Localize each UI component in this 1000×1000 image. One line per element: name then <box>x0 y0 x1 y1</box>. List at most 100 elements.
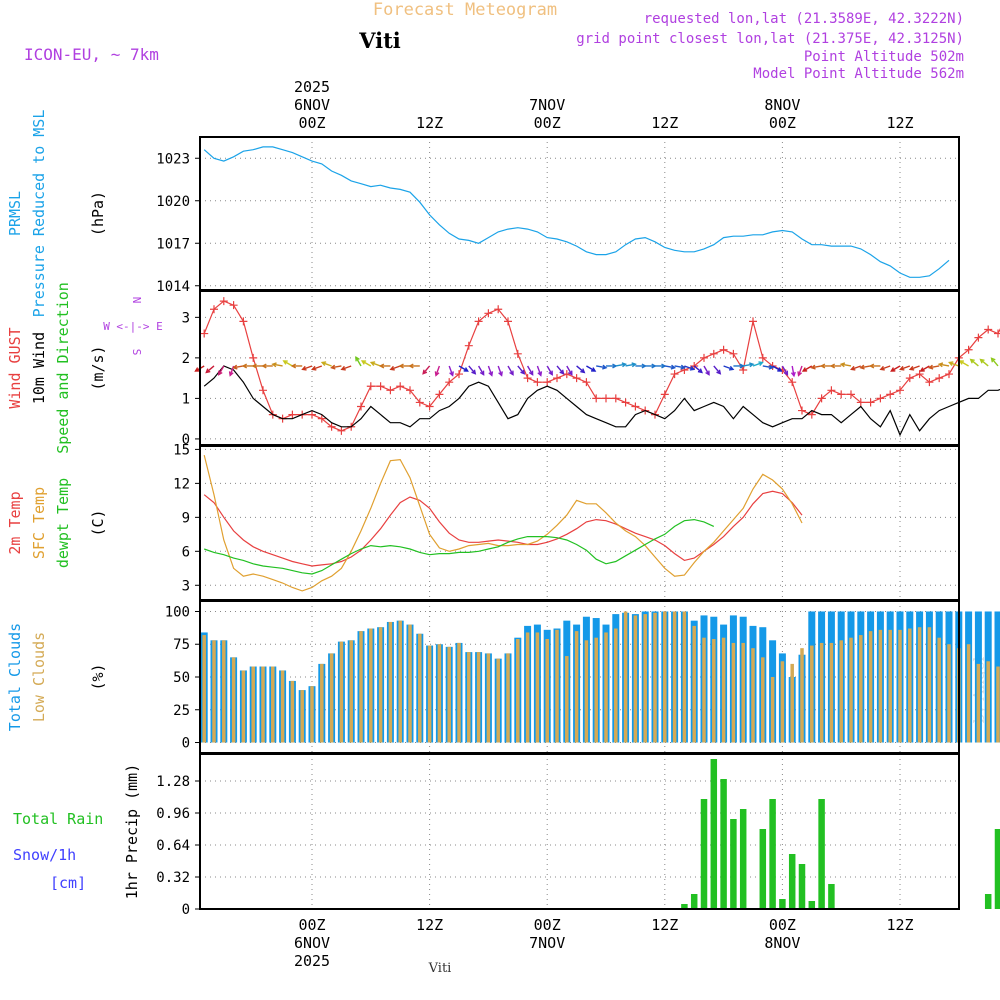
wind-arrow-head <box>205 368 211 374</box>
bar-low-clouds <box>672 611 677 743</box>
gust-marker <box>631 402 640 411</box>
wind-arrow-head <box>251 363 257 369</box>
gust-marker <box>964 345 973 354</box>
wind-arrow-head <box>422 369 428 375</box>
wind-arrow <box>920 365 930 372</box>
wind-arrow <box>970 359 979 367</box>
panel-2: 3 6 9 12 15 2m Temp SFC Temp dewpt Temp (C) <box>6 442 960 601</box>
gust-marker <box>837 390 846 399</box>
bar-total-rain <box>994 829 1000 909</box>
wind-arrow <box>684 365 695 371</box>
wind-arrow-head <box>631 362 637 368</box>
wind-arrow-head <box>705 370 710 376</box>
bar-low-clouds <box>702 637 706 743</box>
gust-marker <box>866 398 875 407</box>
bar-low-clouds <box>731 642 736 743</box>
compass-n: N <box>130 297 143 304</box>
gust-marker <box>602 394 610 403</box>
gust-marker <box>984 325 993 334</box>
wind-arrow-head <box>768 364 775 370</box>
wind-arrow <box>390 365 401 371</box>
panel-frame <box>199 136 960 291</box>
y-axis-label: 1hr Precip (mm) <box>123 764 141 899</box>
y-tick-label: 1020 <box>156 194 190 210</box>
wind-arrow-head <box>311 365 317 371</box>
bar-low-clouds <box>741 642 745 743</box>
gust-marker <box>435 390 444 399</box>
bar-low-clouds <box>427 645 432 743</box>
bar-low-clouds <box>408 624 412 743</box>
wind-arrow-head <box>670 364 677 370</box>
gust-marker <box>660 390 669 399</box>
wind-arrow <box>880 365 891 371</box>
bar-low-clouds <box>692 625 696 743</box>
bar-total-rain <box>730 819 737 909</box>
wind-arrow-head <box>241 363 248 369</box>
wind-arrow-head <box>580 368 586 374</box>
gust-marker <box>925 378 934 387</box>
bar-low-clouds <box>614 628 618 743</box>
gust-marker <box>915 370 924 379</box>
gust-marker <box>533 378 542 387</box>
y-tick-label: 0.32 <box>156 870 190 886</box>
wind-arrow <box>422 365 431 375</box>
gust-marker <box>366 382 375 391</box>
y-axis-unit: (%) <box>89 663 107 690</box>
wind-arrow-head <box>621 362 628 368</box>
gust-marker <box>200 329 209 338</box>
bar-total-rain <box>798 864 806 909</box>
bar-low-clouds <box>320 663 324 743</box>
wind-arrow <box>797 365 803 376</box>
gust-marker <box>484 309 493 318</box>
wind-arrow <box>909 365 920 371</box>
gust-marker <box>494 305 503 314</box>
location-title: Viti <box>358 28 401 53</box>
gust-marker <box>386 386 395 395</box>
bar-low-clouds <box>927 627 932 743</box>
bar-low-clouds <box>496 658 500 743</box>
gust-marker <box>592 394 601 403</box>
wind-arrow <box>674 365 685 369</box>
bar-low-clouds <box>202 635 206 743</box>
gust-marker <box>445 378 454 387</box>
gust-marker <box>935 374 944 383</box>
bar-low-clouds <box>966 644 971 743</box>
y-tick-label: 6 <box>182 544 190 560</box>
gust-marker <box>905 374 914 383</box>
wind-arrow-head <box>408 363 414 369</box>
wind-arrow <box>586 365 596 372</box>
line-2m-temp <box>203 490 803 567</box>
y-tick-label: 15 <box>173 442 190 458</box>
y-axis-label: Speed and Direction <box>54 282 72 454</box>
wind-arrow <box>370 361 381 367</box>
gust-marker <box>464 341 473 350</box>
wind-arrow-head <box>749 362 755 368</box>
y-tick-label: 0 <box>182 736 190 752</box>
bar-low-clouds <box>888 629 892 743</box>
bar-low-clouds <box>819 642 824 743</box>
bar-low-clouds <box>290 680 295 743</box>
wind-arrow <box>507 365 514 375</box>
y-tick-label: 0 <box>182 902 190 918</box>
bar-low-clouds <box>457 642 461 743</box>
wind-arrow-head <box>591 367 597 372</box>
wind-arrow-head <box>899 365 905 371</box>
gust-marker <box>337 426 346 435</box>
wind-arrow <box>939 363 950 367</box>
bar-low-clouds <box>222 640 226 743</box>
footer-location: Viti <box>428 961 452 976</box>
wind-arrow-head <box>602 364 608 370</box>
bar-low-clouds <box>790 663 794 743</box>
wind-arrow-head <box>689 365 696 371</box>
bar-low-clouds <box>868 631 873 743</box>
y-axis-label: dewpt Temp <box>54 478 72 568</box>
panel-frame <box>199 753 960 910</box>
wind-arrow <box>546 365 553 375</box>
gust-marker <box>553 374 561 383</box>
time-label-bottom: 8NOV <box>764 934 800 952</box>
bar-total-rain <box>690 894 698 909</box>
gust-marker <box>798 406 806 415</box>
y-axis-label: Low Clouds <box>30 632 48 722</box>
gust-marker <box>455 370 463 379</box>
time-label-top: 2025 <box>294 78 330 96</box>
